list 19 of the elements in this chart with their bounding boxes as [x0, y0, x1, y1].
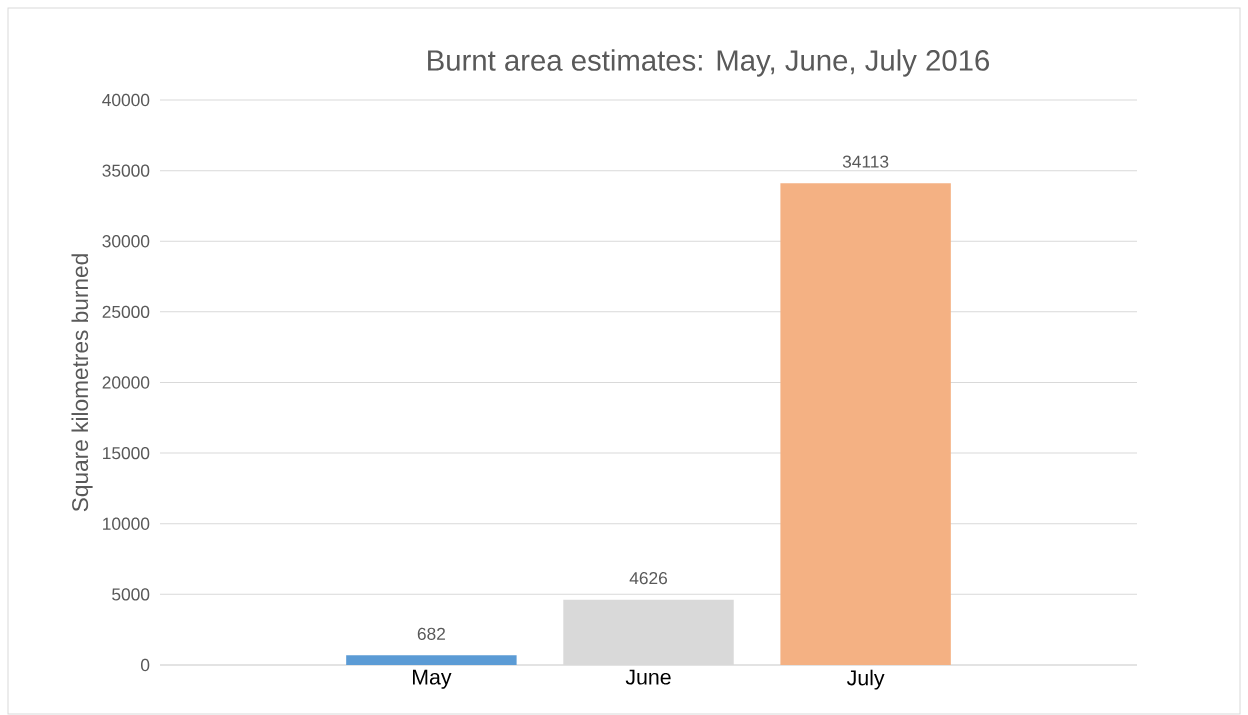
y-tick-label: 15000 — [103, 446, 150, 460]
y-tick-label: 25000 — [102, 305, 150, 319]
bar — [780, 183, 951, 665]
y-tick-label: 10000 — [103, 517, 150, 530]
x-tick-label: May — [413, 669, 452, 689]
x-tick-label: July — [846, 669, 885, 690]
bar — [346, 655, 517, 665]
data-label: 682 — [417, 627, 445, 640]
y-tick-label: 35000 — [102, 164, 150, 177]
y-tick-label: 30000 — [102, 235, 150, 248]
y-axis-title: Square kilometres burned — [71, 254, 93, 512]
y-tick-label: 20000 — [102, 376, 150, 389]
y-tick-label: 0 — [140, 658, 150, 672]
y-tick-label: 5000 — [112, 588, 150, 601]
data-label: 34113 — [842, 155, 889, 168]
x-tick-label: June — [625, 669, 671, 685]
data-label: 4626 — [629, 572, 668, 585]
y-tick-label: 40000 — [102, 93, 150, 107]
chart-title: Burnt area estimates: May, June, July 2016 — [428, 49, 989, 77]
